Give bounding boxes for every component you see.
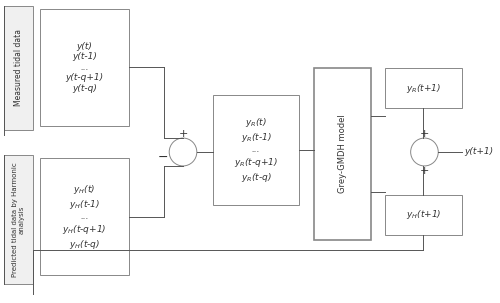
Text: y(t)
y(t-1)
...
y(t-q+1)
y(t-q): y(t) y(t-1) ... y(t-q+1) y(t-q) xyxy=(66,42,104,93)
Text: −: − xyxy=(158,151,168,164)
Text: +: + xyxy=(420,129,429,139)
Text: +: + xyxy=(178,129,188,139)
Text: $y_H$(t)
$y_H$(t-1)
...
$y_H$(t-q+1)
$y_H$(t-q): $y_H$(t) $y_H$(t-1) ... $y_H$(t-q+1) $y_… xyxy=(62,183,106,251)
Text: Measured tidal data: Measured tidal data xyxy=(14,29,23,106)
FancyBboxPatch shape xyxy=(314,68,371,240)
FancyBboxPatch shape xyxy=(40,9,129,126)
Text: $y_R$(t+1): $y_R$(t+1) xyxy=(406,82,441,95)
FancyBboxPatch shape xyxy=(40,158,129,275)
FancyBboxPatch shape xyxy=(385,195,462,235)
Text: $y_R$(t)
$y_R$(t-1)
...
$y_R$(t-q+1)
$y_R$(t-q): $y_R$(t) $y_R$(t-1) ... $y_R$(t-q+1) $y_… xyxy=(234,116,278,184)
Text: +: + xyxy=(420,166,429,176)
Text: Grey-GMDH model: Grey-GMDH model xyxy=(338,115,347,193)
Text: y(t+1): y(t+1) xyxy=(464,148,493,156)
Text: Predicted tidal data by Harmonic
analysis: Predicted tidal data by Harmonic analysi… xyxy=(12,162,25,277)
Text: $y_H$(t+1): $y_H$(t+1) xyxy=(406,208,441,221)
FancyBboxPatch shape xyxy=(385,68,462,108)
FancyBboxPatch shape xyxy=(212,95,300,205)
FancyBboxPatch shape xyxy=(4,155,33,285)
FancyBboxPatch shape xyxy=(4,6,33,130)
